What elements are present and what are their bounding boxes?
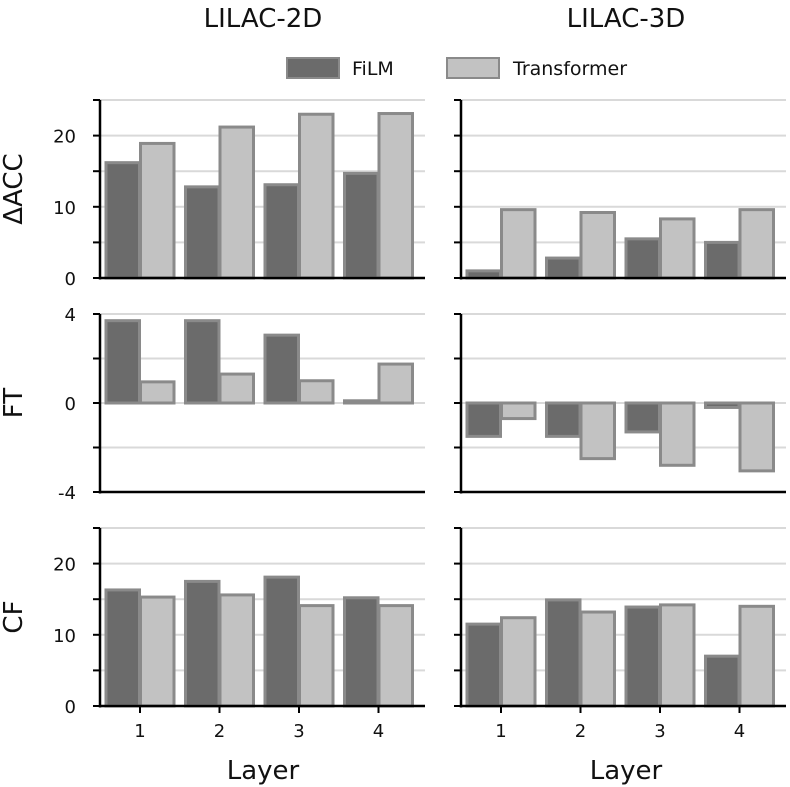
panels: 0 10 20 -4 0 4 0 10 20 1 2 3 4 1 2 3 4 (53, 99, 786, 742)
bar-film-layer-2 (184, 319, 221, 405)
bar-film-layer-1 (104, 319, 141, 405)
bar-film-layer-3 (263, 183, 300, 280)
bar-film-layer-3 (263, 575, 300, 708)
bar-transformer-layer-3 (659, 401, 696, 467)
bar-transformer-layer-2 (579, 210, 616, 280)
bar-transformer-layer-2 (579, 401, 616, 461)
legend-swatch-transformer (446, 57, 500, 79)
legend-label-transformer: Transformer (512, 58, 627, 80)
bar-transformer-layer-3 (298, 112, 335, 280)
ylabel-ft: FT (0, 388, 29, 418)
bar-film-layer-1 (465, 622, 502, 708)
xlabel-left: Layer (227, 756, 300, 786)
bar-film-layer-4 (704, 240, 741, 280)
bar-film-layer-1 (104, 161, 141, 280)
bar-film-layer-1 (465, 401, 502, 438)
bar-transformer-layer-3 (659, 603, 696, 708)
bar-transformer-layer-3 (659, 217, 696, 280)
y-tick-label: 4 (65, 305, 76, 326)
bar-transformer-layer-4 (738, 401, 775, 473)
bar-film-layer-4 (343, 171, 380, 280)
y-tick-label: 0 (65, 269, 76, 290)
x-tick-label-3: 3 (293, 721, 304, 742)
x-tick-label-3: 3 (654, 721, 665, 742)
bar-transformer-layer-3 (298, 604, 335, 708)
bar-transformer-layer-2 (579, 610, 616, 708)
x-tick-label-2: 2 (575, 721, 586, 742)
bar-film-layer-4 (704, 654, 741, 708)
legend: FiLM Transformer (286, 57, 627, 80)
y-tick-label: 0 (65, 697, 76, 718)
panel-cf-lilac-3d: 1 2 3 4 (454, 527, 786, 742)
bar-transformer-layer-1 (139, 380, 176, 405)
column-titles: LILAC-2D LILAC-3D (204, 4, 686, 34)
ylabel-cf: CF (0, 600, 29, 633)
bar-transformer-layer-4 (377, 604, 414, 708)
bar-film-layer-4 (343, 596, 380, 708)
bar-transformer-layer-1 (139, 141, 176, 280)
bar-film-layer-3 (624, 237, 661, 280)
panel-ft-lilac-3d (454, 313, 786, 494)
bar-transformer-layer-1 (500, 616, 537, 708)
bar-transformer-layer-3 (298, 379, 335, 405)
y-tick-label: 20 (53, 127, 76, 148)
row-axis-labels: ΔACC FT CF (0, 153, 29, 633)
y-tick-label: 10 (53, 626, 76, 647)
xlabel-right: Layer (590, 756, 663, 786)
bar-transformer-layer-1 (500, 208, 537, 280)
bar-film-layer-2 (184, 185, 221, 280)
legend-label-film: FiLM (352, 58, 394, 80)
column-title-lilac-3d: LILAC-3D (567, 4, 686, 34)
panel-delta-acc-lilac-2d: 0 10 20 (53, 99, 425, 290)
ylabel-delta-acc: ΔACC (0, 153, 29, 224)
bar-film-layer-3 (624, 605, 661, 708)
panel-cf-lilac-2d: 0 10 20 1 2 3 4 (53, 527, 425, 742)
panel-delta-acc-lilac-3d (454, 99, 786, 280)
x-tick-label-1: 1 (495, 721, 506, 742)
y-tick-label: 0 (65, 394, 76, 415)
x-tick-label-4: 4 (373, 721, 384, 742)
legend-swatch-film (286, 57, 340, 79)
y-tick-label: 20 (53, 555, 76, 576)
y-tick-label: -4 (58, 483, 76, 504)
bar-film-layer-2 (545, 256, 582, 280)
bar-transformer-layer-4 (738, 604, 775, 708)
column-title-lilac-2d: LILAC-2D (204, 4, 323, 34)
x-tick-label-4: 4 (734, 721, 745, 742)
bar-film-layer-4 (343, 399, 380, 405)
x-tick-label-1: 1 (134, 721, 145, 742)
panel-ft-lilac-2d: -4 0 4 (58, 305, 425, 504)
bar-transformer-layer-4 (377, 112, 414, 280)
y-tick-label: 10 (53, 198, 76, 219)
bar-transformer-layer-1 (139, 595, 176, 708)
bar-film-layer-1 (104, 588, 141, 708)
x-tick-label-2: 2 (214, 721, 225, 742)
bar-transformer-layer-2 (218, 125, 255, 280)
bar-transformer-layer-4 (738, 208, 775, 280)
bar-transformer-layer-4 (377, 362, 414, 405)
bar-film-layer-3 (263, 333, 300, 405)
x-axis-titles: Layer Layer (227, 756, 663, 786)
bar-transformer-layer-2 (218, 372, 255, 405)
bar-film-layer-2 (545, 401, 582, 438)
bar-transformer-layer-2 (218, 593, 255, 708)
bar-film-layer-2 (545, 598, 582, 708)
bar-film-layer-4 (704, 401, 741, 409)
bar-film-layer-3 (624, 401, 661, 434)
bar-film-layer-2 (184, 579, 221, 708)
bar-transformer-layer-1 (500, 401, 537, 421)
